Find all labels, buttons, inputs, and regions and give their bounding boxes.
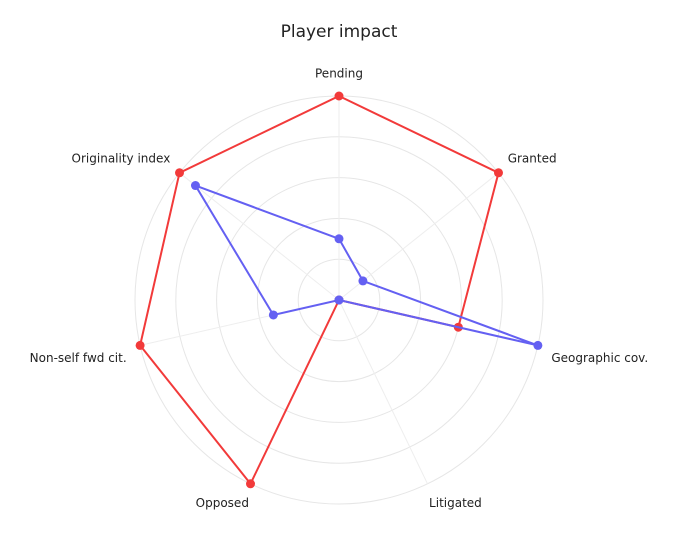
point	[533, 341, 542, 350]
spoke	[339, 300, 428, 484]
point	[335, 296, 344, 305]
point	[269, 310, 278, 319]
point	[175, 168, 184, 177]
point	[335, 234, 344, 243]
point	[335, 92, 344, 101]
axis-label: Granted	[508, 152, 557, 166]
point	[246, 479, 255, 488]
chart-title: Player impact	[281, 22, 398, 42]
series-line	[140, 96, 498, 484]
point	[494, 168, 503, 177]
point	[358, 276, 367, 285]
axis-label: Litigated	[429, 496, 482, 510]
axis-label: Geographic cov.	[551, 351, 648, 365]
axis-label: Pending	[315, 67, 363, 81]
axis-label: Non-self fwd cit.	[30, 351, 127, 365]
point	[191, 181, 200, 190]
chart: Player impact Pending Granted Geographic c…	[0, 0, 680, 540]
axis-label: Originality index	[72, 152, 171, 166]
point	[136, 341, 145, 350]
axis-label: Opposed	[196, 496, 249, 510]
